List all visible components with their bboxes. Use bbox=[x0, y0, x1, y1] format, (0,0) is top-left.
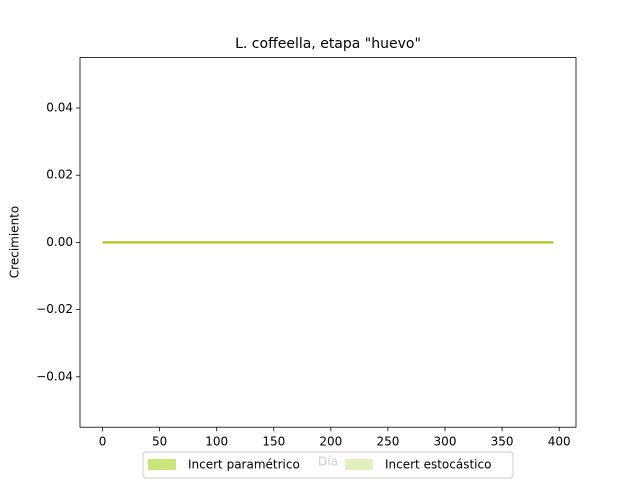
chart-title: L. coffeella, etapa "huevo" bbox=[235, 36, 421, 52]
x-tick-label: 100 bbox=[205, 435, 228, 449]
x-tick-label: 400 bbox=[548, 435, 571, 449]
legend-swatch bbox=[345, 459, 373, 470]
y-tick-label: 0.04 bbox=[46, 101, 73, 115]
legend-label: Incert paramétrico bbox=[188, 458, 300, 472]
legend-box bbox=[142, 451, 514, 479]
y-tick-label: 0.00 bbox=[46, 235, 73, 249]
y-tick-label: −0.04 bbox=[36, 369, 73, 383]
plot-frame bbox=[79, 57, 577, 428]
x-tick-label: 50 bbox=[152, 435, 167, 449]
legend-label: Incert estocástico bbox=[385, 458, 491, 472]
legend-swatch bbox=[148, 459, 176, 470]
y-tick-label: −0.02 bbox=[36, 302, 73, 316]
x-tick-label: 250 bbox=[376, 435, 399, 449]
y-axis-label: Crecimiento bbox=[8, 206, 22, 278]
x-tick-label: 200 bbox=[319, 435, 342, 449]
x-tick-label: 350 bbox=[491, 435, 514, 449]
x-tick-label: 150 bbox=[262, 435, 285, 449]
y-tick-label: 0.02 bbox=[46, 168, 73, 182]
x-tick-label: 300 bbox=[434, 435, 457, 449]
x-tick-label: 0 bbox=[99, 435, 107, 449]
